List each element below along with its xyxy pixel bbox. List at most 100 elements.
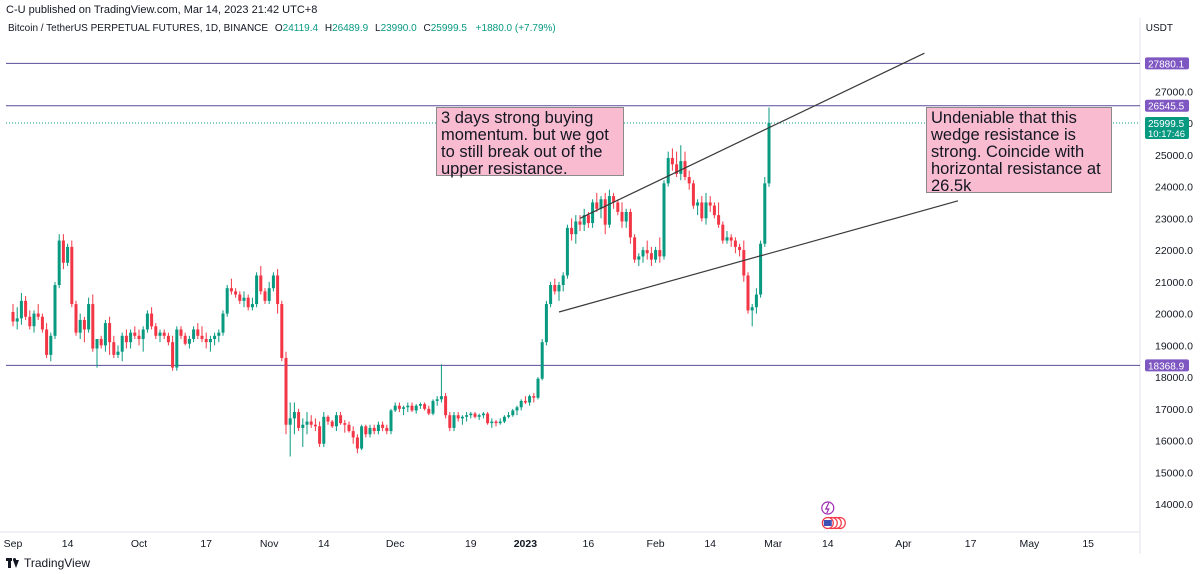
- candle-body: [746, 275, 750, 311]
- candle-body: [309, 421, 313, 425]
- candle-body: [129, 332, 133, 343]
- candle-body: [406, 405, 410, 408]
- candle-body: [284, 358, 288, 425]
- price-label-text: 26545.5: [1148, 102, 1185, 113]
- candle-body: [397, 405, 401, 409]
- candle-body: [616, 202, 620, 212]
- candle-body: [536, 378, 540, 398]
- candle-body: [292, 412, 296, 419]
- annotation-left[interactable]: 3 days strong buying momentum. but we go…: [436, 107, 624, 178]
- candle-body: [368, 427, 372, 435]
- y-tick-label: 22000.0: [1155, 245, 1193, 257]
- candle-body: [444, 396, 448, 416]
- candle-body: [301, 424, 305, 428]
- x-tick-label: May: [1019, 538, 1040, 550]
- candle-body: [666, 157, 670, 184]
- candle-body: [376, 424, 380, 432]
- y-tick-label: 23000.0: [1155, 213, 1193, 225]
- candle-body: [708, 202, 712, 206]
- candle-body: [637, 256, 641, 260]
- x-tick-label: 2023: [514, 538, 538, 550]
- candle-body: [469, 413, 473, 416]
- candle-body: [82, 319, 86, 330]
- candle-body: [87, 304, 91, 330]
- candle-body: [95, 338, 99, 349]
- candle-body: [372, 427, 376, 432]
- y-tick-label: 18000.0: [1155, 372, 1193, 384]
- candle-body: [494, 421, 498, 424]
- candle-body: [171, 342, 175, 368]
- candle-body: [339, 415, 343, 424]
- candle-body: [750, 307, 754, 311]
- brand-name: TradingView: [24, 556, 91, 570]
- price-label-badge: [1145, 117, 1189, 140]
- candle-body: [263, 291, 267, 301]
- candle-body: [28, 316, 32, 327]
- candle-body: [108, 323, 112, 343]
- candle-body: [511, 410, 515, 416]
- candle-body: [645, 250, 649, 254]
- candle-body: [418, 404, 422, 406]
- x-tick-label: 14: [822, 538, 834, 550]
- candle-body: [729, 237, 733, 241]
- candle-body: [313, 424, 317, 427]
- candle-body: [641, 250, 645, 257]
- candle-body: [620, 211, 624, 222]
- candle-body: [229, 288, 233, 292]
- candle-body: [49, 335, 53, 355]
- candle-body: [448, 415, 452, 428]
- candle-body: [393, 405, 397, 411]
- candle-body: [322, 416, 326, 444]
- candle-body: [238, 294, 242, 301]
- price-label-text: 25999.5: [1148, 119, 1185, 130]
- x-tick-label: 19: [465, 538, 477, 550]
- candle-body: [595, 202, 599, 209]
- candle-body: [465, 415, 469, 417]
- candle-body: [607, 196, 611, 225]
- y-tick-label: 24000.0: [1155, 182, 1193, 194]
- candle-body: [364, 426, 368, 435]
- currency-label: USDT: [1145, 23, 1173, 34]
- candle-body: [19, 300, 23, 319]
- candle-body: [696, 202, 700, 206]
- candle-body: [502, 416, 506, 422]
- candle-body: [570, 227, 574, 235]
- candle-body: [767, 123, 771, 184]
- x-tick-label: Mar: [764, 538, 783, 550]
- candle-body: [586, 215, 590, 224]
- candle-body: [360, 426, 364, 449]
- y-tick-label: 15000.0: [1155, 467, 1193, 479]
- price-label-badge: [1145, 57, 1189, 70]
- candle-body: [150, 313, 154, 327]
- publisher-header: C-U published on TradingView.com, Mar 14…: [6, 4, 318, 16]
- candle-body: [246, 297, 250, 308]
- candle-body: [515, 407, 519, 411]
- y-tick-label: 25000.0: [1155, 150, 1193, 162]
- candle-body: [578, 221, 582, 225]
- x-tick-label: 14: [62, 538, 74, 550]
- low-label: L: [375, 23, 381, 34]
- candle-body: [255, 275, 259, 305]
- candle-body: [175, 329, 179, 368]
- candle-body: [120, 335, 124, 352]
- candle-body: [456, 415, 460, 419]
- candle-body: [221, 313, 225, 333]
- candle-body: [490, 421, 494, 424]
- candle-body: [112, 342, 116, 355]
- candle-body: [57, 240, 61, 285]
- candle-body: [624, 211, 628, 222]
- candle-body: [166, 335, 170, 343]
- candle-body: [208, 338, 212, 343]
- annotation-right[interactable]: Undeniable that this wedge resistance is…: [926, 107, 1112, 195]
- x-tick-label: Nov: [260, 538, 279, 550]
- candle-body: [381, 424, 385, 428]
- close-label: C: [423, 23, 431, 34]
- candle-body: [288, 418, 292, 425]
- candle-body: [683, 161, 687, 178]
- symbol-name[interactable]: Bitcoin / TetherUS PERPETUAL FUTURES, 1D…: [8, 23, 269, 34]
- candle-body: [276, 275, 280, 305]
- candle-body: [234, 291, 238, 295]
- x-tick-label: Oct: [131, 538, 147, 550]
- candle-body: [137, 335, 141, 339]
